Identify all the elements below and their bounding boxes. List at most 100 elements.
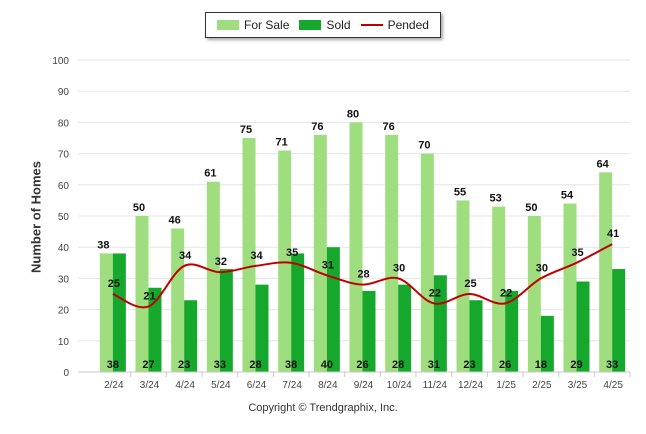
data-label-pended: 41: [607, 228, 619, 240]
for-sale-swatch-icon: [217, 20, 240, 30]
data-label-sold: 33: [606, 359, 618, 371]
pended-line-icon: [360, 24, 383, 26]
bar-sold: [184, 300, 198, 372]
x-tick-label: 5/24: [211, 380, 231, 391]
pended-point: [218, 271, 221, 274]
data-label-sold: 38: [107, 359, 119, 371]
data-label-pended: 25: [108, 278, 120, 290]
data-label-sold: 28: [392, 359, 404, 371]
data-label-for-sale: 76: [311, 121, 323, 133]
data-label-pended: 25: [464, 278, 476, 290]
data-label-pended: 22: [500, 287, 512, 299]
x-tick-label: 7/24: [282, 380, 302, 391]
x-tick-label: 9/24: [354, 380, 374, 391]
x-tick-label: 1/25: [496, 380, 516, 391]
pended-point: [147, 305, 150, 308]
x-tick-label: 10/24: [387, 380, 412, 391]
data-label-pended: 32: [215, 256, 227, 268]
pended-point: [504, 302, 507, 305]
data-label-for-sale: 46: [169, 214, 181, 226]
x-tick-label: 3/25: [568, 380, 588, 391]
data-label-pended: 28: [357, 269, 369, 281]
bar-sold: [362, 290, 376, 372]
sold-swatch-icon: [299, 20, 322, 30]
bar-sold: [291, 253, 305, 372]
bar-sold: [433, 275, 447, 372]
bar-sold: [398, 284, 412, 372]
bar-sold: [148, 287, 162, 372]
y-tick-label: 70: [58, 150, 70, 161]
bar-sold: [112, 253, 126, 372]
y-tick-label: 0: [63, 368, 69, 379]
pended-point: [325, 274, 328, 277]
bar-sold: [576, 281, 590, 372]
copyright-text: Copyright © Trendgraphix, Inc.: [248, 402, 398, 414]
x-tick-label: 6/24: [247, 380, 267, 391]
data-label-sold: 33: [214, 359, 226, 371]
data-label-for-sale: 71: [276, 136, 288, 148]
data-label-for-sale: 50: [525, 202, 537, 214]
x-tick-label: 2/25: [532, 380, 552, 391]
data-label-sold: 26: [499, 359, 511, 371]
bar-for-sale: [278, 150, 292, 372]
bar-sold: [255, 284, 269, 372]
y-tick-label: 30: [58, 274, 70, 285]
pended-point: [611, 243, 614, 246]
data-label-for-sale: 75: [240, 124, 252, 136]
bar-for-sale: [206, 181, 220, 372]
bar-for-sale: [349, 122, 363, 373]
data-labels: 38 38 50 27 46 23 61 33 75 28 71 38 76 40 80 26 76 28 70 31…: [97, 108, 619, 371]
data-label-sold: 29: [570, 359, 582, 371]
legend-label-for-sale: For Sale: [244, 18, 290, 32]
data-label-sold: 27: [142, 359, 154, 371]
bar-for-sale: [599, 172, 613, 372]
data-label-for-sale: 50: [133, 202, 145, 214]
y-tick-label: 50: [58, 212, 70, 223]
data-label-for-sale: 76: [383, 121, 395, 133]
bar-sold: [540, 315, 554, 372]
pended-point: [468, 293, 471, 296]
x-tick-label: 4/24: [175, 380, 195, 391]
legend-label-sold: Sold: [326, 18, 351, 32]
data-label-sold: 23: [178, 359, 190, 371]
data-label-for-sale: 54: [561, 190, 574, 202]
data-label-for-sale: 53: [490, 193, 502, 205]
bar-sold: [612, 269, 626, 372]
y-axis-label: Number of Homes: [28, 161, 44, 273]
data-label-for-sale: 70: [418, 140, 430, 152]
data-label-pended: 30: [536, 262, 548, 274]
pended-point: [183, 264, 186, 267]
data-label-sold: 40: [321, 359, 333, 371]
bars: [99, 122, 626, 373]
y-tick-label: 40: [58, 243, 70, 254]
legend-item-for-sale[interactable]: For Sale: [217, 18, 289, 32]
legend-item-sold[interactable]: Sold: [299, 18, 351, 32]
legend-item-pended[interactable]: Pended: [360, 18, 429, 32]
pended-point: [539, 277, 542, 280]
x-tick-label: 11/24: [423, 380, 448, 391]
data-label-pended: 35: [286, 247, 298, 259]
y-tick-label: 80: [58, 118, 70, 129]
data-label-pended: 21: [143, 290, 155, 302]
pended-point: [397, 277, 400, 280]
data-label-sold: 38: [285, 359, 297, 371]
bar-for-sale: [527, 216, 541, 372]
data-label-sold: 28: [249, 359, 261, 371]
bar-for-sale: [171, 228, 185, 372]
pended-line: [112, 243, 613, 309]
data-label-for-sale: 55: [454, 186, 466, 198]
y-tick-label: 20: [58, 306, 70, 317]
bar-for-sale: [420, 153, 434, 372]
data-label-pended: 34: [179, 250, 192, 262]
data-label-pended: 34: [250, 250, 263, 262]
data-label-pended: 31: [322, 259, 334, 271]
bar-sold: [469, 300, 483, 372]
data-label-sold: 31: [428, 359, 440, 371]
bar-sold: [505, 290, 519, 372]
legend-label-pended: Pended: [387, 18, 429, 32]
bar-for-sale: [456, 200, 470, 372]
bar-for-sale: [492, 206, 506, 372]
axes: 0 10 20 30 40 50 60 70 80 90 100 2/24 3/24 4/24 5/24 6/…: [52, 56, 631, 391]
data-label-for-sale: 38: [97, 239, 109, 251]
data-label-sold: 18: [535, 359, 547, 371]
